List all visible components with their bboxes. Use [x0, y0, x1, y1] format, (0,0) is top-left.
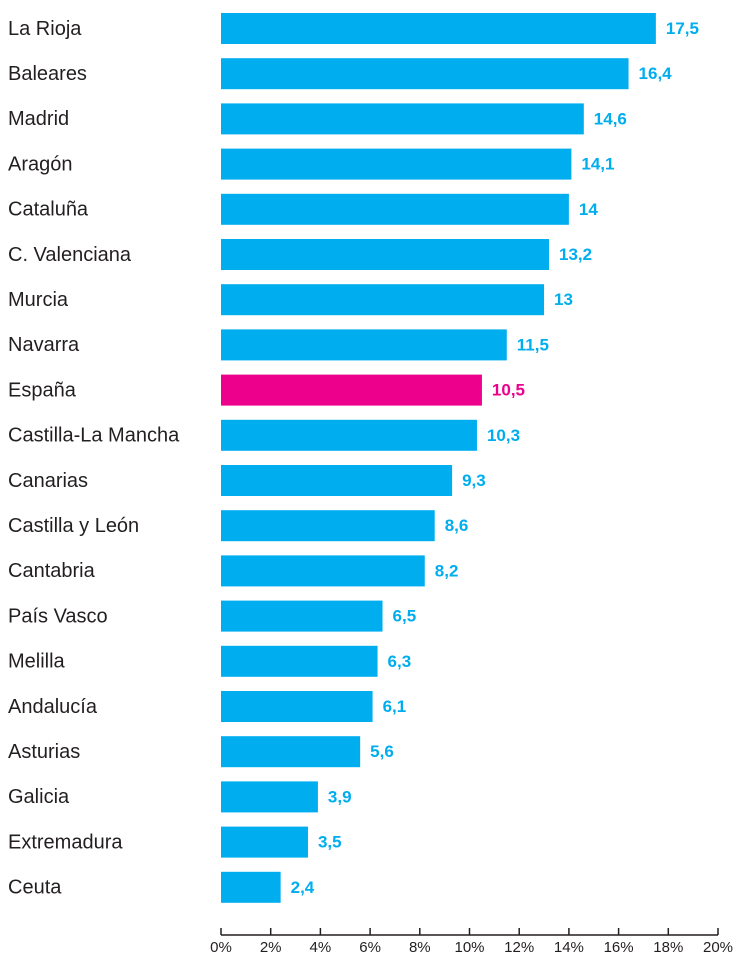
value-label: 14,1 [581, 155, 614, 174]
category-label: Castilla y León [8, 515, 139, 537]
category-label: C. Valenciana [8, 244, 132, 266]
category-label: Galicia [8, 786, 70, 808]
value-label: 10,5 [492, 381, 525, 400]
x-tick-label: 20% [703, 939, 733, 956]
value-label: 13 [554, 290, 573, 309]
category-label: País Vasco [8, 605, 108, 627]
category-label: Aragón [8, 153, 73, 175]
bar [221, 510, 435, 542]
value-label: 2,4 [291, 878, 315, 897]
x-tick-label: 16% [604, 939, 634, 956]
x-tick-label: 14% [554, 939, 584, 956]
bar [221, 419, 477, 451]
category-label: Navarra [8, 334, 80, 356]
bar [221, 329, 507, 361]
bar [221, 13, 656, 44]
bar [221, 239, 550, 270]
category-label: Murcia [8, 289, 69, 311]
x-tick-label: 6% [359, 939, 381, 956]
value-label: 8,6 [445, 516, 469, 535]
category-label: Canarias [8, 470, 88, 492]
bar [221, 736, 361, 768]
value-label: 5,6 [370, 742, 394, 761]
value-label: 8,2 [435, 561, 459, 580]
value-label: 3,5 [318, 833, 342, 852]
value-label: 10,3 [487, 426, 520, 445]
bar [221, 374, 482, 406]
bar [221, 465, 453, 496]
value-label: 11,5 [517, 335, 549, 354]
value-label: 6,5 [393, 607, 417, 626]
x-tick-label: 10% [454, 939, 484, 956]
bar [221, 103, 584, 135]
bar [221, 600, 383, 632]
category-label: La Rioja [8, 18, 82, 40]
x-tick-label: 18% [653, 939, 683, 956]
x-tick-label: 8% [409, 939, 431, 956]
category-label: Cataluña [8, 199, 89, 221]
category-label: Melilla [8, 651, 66, 673]
bar [221, 555, 425, 587]
value-label: 6,1 [383, 697, 407, 716]
category-label: Extremadura [8, 831, 123, 853]
x-tick-label: 0% [210, 939, 232, 956]
value-label: 3,9 [328, 787, 352, 806]
bar [221, 284, 545, 316]
x-tick-label: 12% [504, 939, 534, 956]
category-label: Asturias [8, 741, 80, 763]
bar [221, 691, 373, 722]
category-label: Andalucía [8, 696, 98, 718]
value-label: 6,3 [388, 652, 412, 671]
bar [221, 781, 318, 813]
value-label: 14,6 [594, 109, 627, 128]
category-label: Cantabria [8, 560, 96, 582]
bar [221, 645, 378, 677]
bar [221, 58, 629, 90]
value-label: 16,4 [639, 64, 673, 83]
value-label: 9,3 [462, 471, 486, 490]
bar [221, 193, 569, 225]
value-label: 14 [579, 200, 598, 219]
category-label: Madrid [8, 108, 69, 130]
bar [221, 148, 572, 180]
category-label: Ceuta [8, 877, 62, 899]
category-label: Castilla-La Mancha [8, 425, 180, 447]
bar [221, 871, 281, 903]
category-label: Baleares [8, 63, 87, 85]
value-label: 13,2 [559, 245, 592, 264]
bar [221, 826, 308, 858]
x-tick-label: 2% [260, 939, 282, 956]
x-tick-label: 4% [310, 939, 332, 956]
category-label: España [8, 379, 77, 401]
value-label: 17,5 [666, 19, 699, 38]
